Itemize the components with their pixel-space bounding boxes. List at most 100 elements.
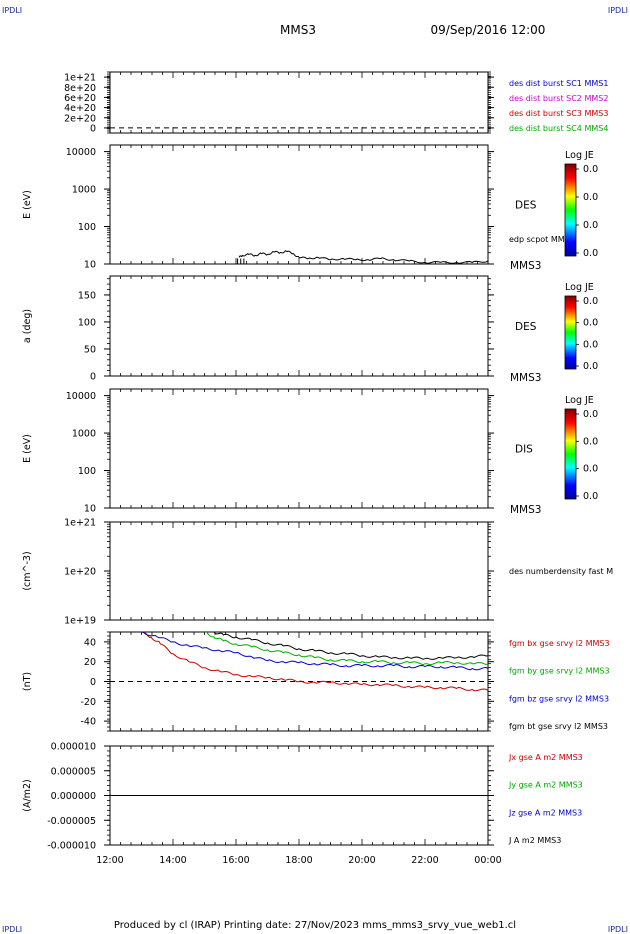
series-group	[237, 250, 488, 264]
y-tick-label: 0	[90, 677, 96, 688]
instrument-label: DES	[515, 200, 537, 212]
legend-entry: fgm bz gse srvy l2 MMS3	[509, 694, 609, 703]
y-tick-label: 10000	[66, 147, 96, 158]
plot-frame	[109, 388, 489, 509]
x-tick-label: 22:00	[411, 855, 438, 866]
colorbar-tick-label: 0.0	[583, 318, 598, 329]
colorbar-tick-label: 0.0	[583, 248, 598, 259]
y-tick-label: -40	[80, 717, 96, 728]
plot-frame	[109, 144, 489, 265]
colorbar-tick-label: 0.0	[583, 296, 598, 307]
instrument-label: DIS	[515, 444, 533, 456]
colorbar-tick-label: 0.0	[583, 164, 598, 175]
y-tick-label: 8e+20	[64, 83, 96, 94]
y-tick-label: 0.000000	[51, 791, 96, 802]
x-tick-label: 00:00	[474, 855, 501, 866]
corner-label-bottom-right: IPDLI	[608, 925, 628, 934]
panel-curlometer-j: 0.000010 0.000005 0.000000 -0.000005 -0.0000…	[22, 742, 583, 852]
y-tick-label: 100	[78, 466, 96, 477]
y-tick-label: 1000	[72, 185, 96, 196]
panel-des-energy: 10000 1000 100 10 E (eV) DES MMS3 edp scpot MMS…	[22, 144, 598, 272]
y-tick-label: 1e+21	[64, 73, 96, 84]
corner-label-top-left: IPDLI	[2, 6, 22, 15]
series-line-0	[141, 632, 488, 692]
colorbar	[564, 295, 577, 370]
y-tick-label: 0.000010	[51, 742, 96, 753]
legend-entry: fgm by gse srvy l2 MMS3	[509, 667, 610, 676]
colorbar	[564, 408, 577, 500]
y-tick-label: 2e+20	[64, 113, 96, 124]
colorbar-tick-label: 0.0	[583, 491, 598, 502]
plot-frame	[109, 521, 489, 621]
legend-entry: des dist burst SC3 MMS3	[509, 109, 608, 118]
spacecraft-sublabel: MMS3	[510, 372, 541, 384]
footer-credit: Produced by cl (IRAP) Printing date: 27/…	[114, 920, 516, 931]
y-tick-label: 1e+19	[64, 616, 96, 627]
x-tick-label: 12:00	[96, 855, 123, 866]
overlay-series-label: edp scpot MMS3	[509, 235, 575, 244]
panel-des-density: 1e+21 1e+20 1e+19 (cm^-3) des numberdensity …	[22, 518, 613, 627]
legend-entry: des dist burst SC2 MMS2	[509, 94, 608, 103]
legend-entry: Jx gse A m2 MMS3	[508, 753, 583, 762]
legend-entry: Jy gse A m2 MMS3	[508, 781, 583, 790]
colorbar	[564, 163, 577, 257]
legend-entry: J A m2 MMS3	[508, 836, 561, 845]
legend-entry: fgm bx gse srvy l2 MMS3	[509, 639, 610, 648]
panel-des-pitch: 150 100 50 0 a (deg) DES MMS3 Log JE 0.0 0.0 0.0 0.…	[22, 275, 598, 384]
series-line-1	[204, 632, 488, 666]
colorbar-title: Log JE	[565, 395, 594, 406]
colorbar-tick-label: 0.0	[583, 464, 598, 475]
y-tick-label: 10000	[66, 391, 96, 402]
y-tick-label: 10	[84, 504, 96, 515]
y-tick-label: 50	[84, 344, 96, 355]
panel-fgm-b: 40 20 0 -20 -40 (nT) fgm bx gse srvy l2 MMS3 fg…	[22, 631, 610, 732]
series-line-3	[213, 632, 488, 660]
plot-frame	[109, 71, 489, 134]
y-tick-label: 1000	[72, 429, 96, 440]
series-line-0	[238, 250, 488, 264]
corner-label-top-right: IPDLI	[608, 6, 628, 15]
x-tick-label: 20:00	[348, 855, 375, 866]
legend-entry: fgm bt gse srvy l2 MMS3	[509, 722, 608, 731]
corner-label-bottom-left: IPDLI	[2, 925, 22, 934]
y-tick-label: 1e+21	[64, 518, 96, 529]
y-tick-label: 20	[84, 657, 96, 668]
y-axis-title: (cm^-3)	[22, 551, 33, 590]
y-axis-title: E (eV)	[22, 190, 33, 219]
y-tick-label: 100	[78, 317, 96, 328]
y-tick-label: 0	[90, 123, 96, 134]
series-group	[141, 632, 488, 692]
y-tick-label: 0	[90, 372, 96, 383]
spacecraft-title: MMS3	[280, 23, 316, 37]
panel-dis-energy: 10000 1000 100 10 E (eV) DIS MMS3 Log JE 0.0 0.0 0…	[22, 388, 598, 516]
y-tick-label: 4e+20	[64, 103, 96, 114]
y-axis-title: E (eV)	[22, 434, 33, 463]
colorbar-title: Log JE	[565, 150, 594, 161]
y-tick-label: 1e+20	[64, 567, 96, 578]
y-tick-label: 150	[78, 290, 96, 301]
colorbar-tick-label: 0.0	[583, 361, 598, 372]
datetime-title: 09/Sep/2016 12:00	[431, 23, 546, 37]
y-axis-title: (nT)	[22, 672, 33, 691]
x-tick-label: 18:00	[285, 855, 312, 866]
legend-entry: Jz gse A m2 MMS3	[508, 808, 582, 817]
colorbar-tick-label: 0.0	[583, 192, 598, 203]
y-tick-label: -20	[80, 697, 96, 708]
colorbar-tick-label: 0.0	[583, 339, 598, 350]
plot-frame	[109, 275, 489, 377]
y-tick-label: -0.000010	[47, 841, 96, 852]
spacecraft-sublabel: MMS3	[510, 260, 541, 272]
y-axis-title: a (deg)	[22, 309, 33, 343]
y-tick-label: 40	[84, 637, 96, 648]
legend-entry: des dist burst SC4 MMS4	[509, 124, 608, 133]
series-line-2	[141, 632, 488, 671]
colorbar-title: Log JE	[565, 282, 594, 293]
x-tick-label: 14:00	[159, 855, 186, 866]
colorbar-tick-label: 0.0	[583, 409, 598, 420]
y-tick-label: -0.000005	[47, 816, 96, 827]
y-tick-label: 100	[78, 222, 96, 233]
legend-entry: des numberdensity fast M	[509, 567, 613, 576]
